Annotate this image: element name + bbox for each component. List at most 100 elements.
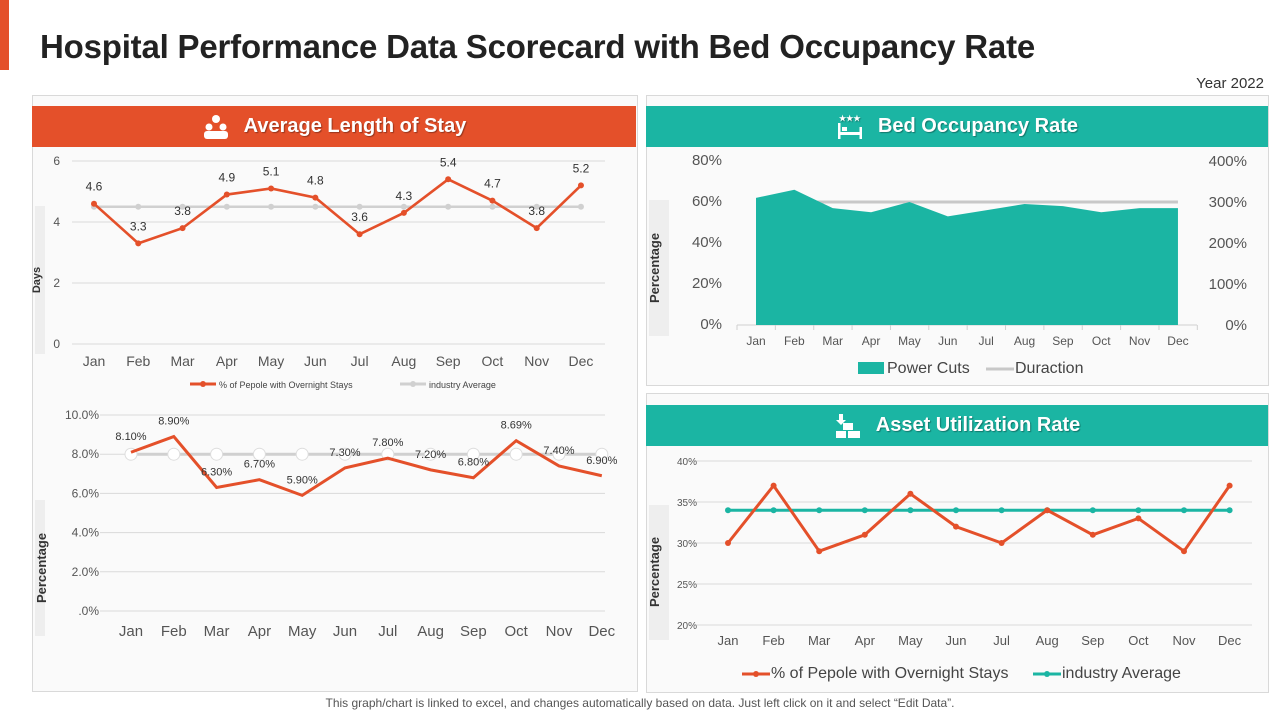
stay-panel <box>32 95 638 692</box>
data-point <box>179 225 186 232</box>
y-tick-label: 25% <box>677 580 697 591</box>
x-tick-label: Jul <box>993 633 1010 648</box>
data-point <box>356 231 363 238</box>
data-label: 6.80% <box>458 457 489 469</box>
y-tick-label: 20% <box>692 275 722 292</box>
data-label: 5.90% <box>287 474 318 486</box>
page-title: Hospital Performance Data Scorecard with… <box>40 28 1036 65</box>
data-label: 3.8 <box>528 204 545 218</box>
footer-note: This graph/chart is linked to excel, and… <box>325 696 955 710</box>
data-point <box>533 225 540 232</box>
data-point <box>179 203 186 210</box>
x-tick-label: Mar <box>170 353 194 369</box>
svg-text:★★★: ★★★ <box>839 114 861 123</box>
y-tick-label: 8.0% <box>72 447 100 461</box>
x-tick-label: Jan <box>746 334 765 348</box>
data-point <box>424 447 438 461</box>
data-point <box>907 507 914 514</box>
y2-tick-label: 400% <box>1209 153 1247 170</box>
data-point <box>312 203 319 210</box>
data-point <box>223 203 230 210</box>
y-tick-label: 80% <box>692 152 722 169</box>
data-label: 6.70% <box>244 459 275 471</box>
legend-label: industry Average <box>1062 665 1181 682</box>
x-tick-label: Apr <box>248 623 271 640</box>
x-tick-label: Feb <box>762 633 784 648</box>
stay-header: Average Length of Stay <box>32 106 636 147</box>
data-point <box>445 176 452 183</box>
people-icon <box>203 114 228 139</box>
y-tick-label: 35% <box>677 498 697 509</box>
x-tick-label: Sep <box>436 353 461 369</box>
data-point <box>268 185 275 192</box>
data-label: 8.90% <box>158 416 189 428</box>
x-tick-label: Nov <box>524 353 549 369</box>
x-tick-label: Dec <box>1218 633 1242 648</box>
x-tick-label: Oct <box>1128 633 1149 648</box>
data-point <box>489 203 496 210</box>
data-point <box>356 203 363 210</box>
x-tick-label: Oct <box>1092 334 1111 348</box>
data-label: 4.9 <box>218 171 235 185</box>
data-label: 8.10% <box>115 431 146 443</box>
series-line <box>93 177 582 245</box>
x-tick-label: Jun <box>946 633 967 648</box>
data-point <box>533 203 540 210</box>
x-tick-label: Jan <box>119 623 143 640</box>
data-label: 4.8 <box>307 174 324 188</box>
series-line <box>726 483 1231 554</box>
legend-marker <box>753 671 759 677</box>
y-tick-label: 60% <box>692 193 722 210</box>
data-point <box>725 507 731 514</box>
data-point <box>1089 531 1096 538</box>
y-tick-label: 30% <box>677 539 697 550</box>
x-tick-label: Aug <box>391 353 416 369</box>
x-tick-label: May <box>288 623 317 640</box>
data-point <box>595 447 609 461</box>
asset-header: Asset Utilization Rate <box>646 405 1268 446</box>
x-tick-label: Jan <box>718 633 739 648</box>
y-tick-label: 0 <box>53 337 60 351</box>
x-tick-label: May <box>898 334 921 348</box>
data-point <box>816 507 823 514</box>
x-tick-label: Mar <box>822 334 843 348</box>
area-series-power-cuts <box>756 189 1178 325</box>
y-tick-label: 10.0% <box>65 408 99 422</box>
data-point <box>466 447 480 461</box>
data-label: 3.8 <box>174 204 191 218</box>
data-point <box>1226 507 1233 514</box>
data-point <box>1226 482 1233 489</box>
data-point <box>400 203 407 210</box>
data-point <box>577 203 584 210</box>
data-point <box>252 447 266 461</box>
hotel-bed-icon: ★★★ <box>837 114 862 139</box>
data-point <box>577 182 584 189</box>
data-point <box>770 507 777 514</box>
x-tick-label: May <box>898 633 923 648</box>
ylabel-bg-4 <box>649 505 669 640</box>
data-label: 7.20% <box>415 449 446 461</box>
x-tick-label: Feb <box>784 334 805 348</box>
y2-tick-label: 100% <box>1209 276 1247 293</box>
asset-header-title: Asset Utilization Rate <box>875 414 1081 436</box>
y-tick-label: 2.0% <box>72 565 100 579</box>
data-label: 5.1 <box>263 164 280 178</box>
x-tick-label: May <box>258 353 284 369</box>
legend-marker <box>410 381 416 387</box>
data-label: 6.30% <box>201 467 232 479</box>
data-point <box>91 200 97 207</box>
x-tick-label: Oct <box>482 353 504 369</box>
data-point <box>1135 515 1142 522</box>
x-tick-label: Feb <box>161 623 187 640</box>
legend-marker <box>200 381 206 387</box>
data-point <box>509 447 523 461</box>
y-tick-label: 6.0% <box>72 486 100 500</box>
y-tick-label: .0% <box>78 604 99 618</box>
y-axis-label: Percentage <box>34 533 49 603</box>
legend-marker <box>1044 671 1050 677</box>
year-label: Year 2022 <box>1196 75 1264 92</box>
data-point <box>1181 548 1187 555</box>
y2-tick-label: 300% <box>1209 194 1247 211</box>
x-tick-label: Dec <box>1167 334 1188 348</box>
data-point <box>552 447 566 461</box>
